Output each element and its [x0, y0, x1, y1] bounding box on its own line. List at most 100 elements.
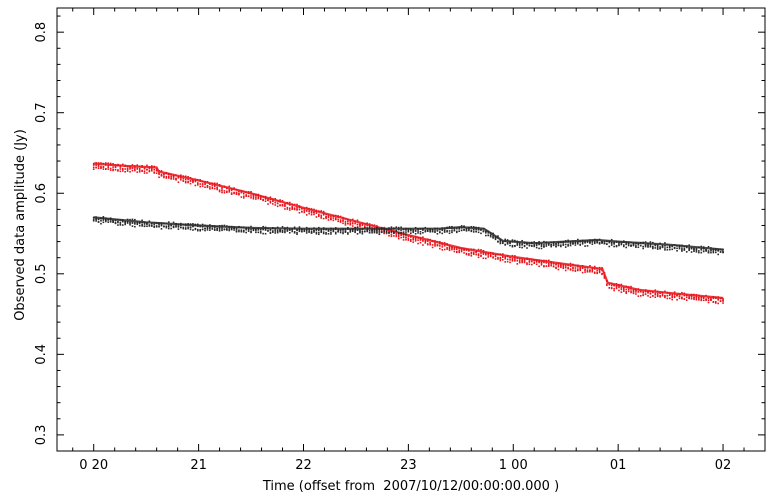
- data-point: [405, 233, 407, 236]
- data-point: [388, 231, 390, 233]
- data-point: [623, 290, 625, 292]
- data-point: [126, 222, 129, 224]
- data-point: [678, 297, 681, 300]
- data-point: [647, 292, 649, 294]
- data-point: [276, 205, 279, 208]
- data-point: [395, 226, 398, 228]
- data-point: [613, 242, 615, 244]
- data-point: [279, 230, 281, 233]
- data-point: [325, 231, 327, 234]
- data-point: [656, 248, 659, 250]
- data-point: [112, 163, 114, 165]
- data-point: [233, 192, 235, 195]
- data-point: [719, 251, 722, 253]
- data-point: [134, 169, 136, 172]
- data-point: [538, 265, 540, 268]
- data-point: [148, 167, 151, 170]
- data-point: [557, 268, 560, 271]
- data-point: [429, 230, 431, 233]
- data-point: [318, 231, 320, 234]
- data-point: [192, 179, 194, 182]
- data-point: [683, 248, 686, 251]
- data-point: [308, 210, 310, 213]
- data-point: [649, 296, 652, 299]
- data-point: [627, 290, 630, 293]
- data-point: [167, 224, 170, 226]
- data-point: [194, 180, 197, 183]
- data-point: [305, 230, 308, 232]
- data-point: [235, 191, 238, 194]
- data-point: [405, 231, 407, 233]
- data-point: [301, 207, 303, 210]
- data-point: [245, 231, 247, 234]
- data-point: [160, 224, 163, 227]
- data-point: [180, 174, 182, 176]
- data-point: [151, 168, 153, 171]
- data-point: [649, 245, 652, 247]
- data-point: [223, 224, 226, 227]
- data-point: [354, 231, 356, 234]
- data-point: [155, 225, 158, 227]
- data-point: [652, 245, 654, 248]
- data-point: [422, 244, 424, 246]
- data-point: [656, 245, 659, 248]
- data-point: [141, 225, 143, 227]
- data-point: [480, 254, 482, 257]
- data-point: [593, 272, 596, 274]
- data-point: [518, 258, 521, 260]
- data-point: [492, 237, 494, 239]
- data-point: [475, 230, 477, 233]
- data-point: [400, 236, 402, 239]
- data-point: [250, 225, 252, 228]
- data-point: [610, 284, 613, 287]
- data-point: [569, 265, 572, 267]
- data-point: [630, 290, 632, 292]
- data-point: [216, 227, 218, 230]
- data-point: [714, 251, 717, 254]
- data-point: [567, 267, 569, 270]
- data-point: [451, 247, 453, 249]
- data-point: [92, 219, 95, 222]
- data-point: [136, 168, 139, 170]
- data-point: [167, 227, 170, 230]
- data-point: [647, 244, 649, 246]
- data-point: [163, 225, 165, 228]
- data-point: [627, 243, 630, 245]
- data-point: [252, 195, 255, 197]
- data-point: [659, 247, 661, 250]
- data-point: [625, 288, 628, 291]
- data-point: [630, 291, 632, 294]
- data-point: [501, 242, 504, 245]
- data-point: [126, 221, 129, 223]
- data-point: [560, 264, 562, 267]
- data-point: [586, 241, 589, 244]
- data-point: [393, 231, 395, 233]
- data-point: [511, 245, 514, 248]
- data-point: [170, 227, 172, 230]
- data-point: [395, 232, 398, 235]
- data-point: [620, 283, 623, 286]
- data-point: [540, 262, 543, 264]
- data-point: [518, 242, 521, 245]
- data-point: [257, 197, 260, 200]
- data-point: [293, 231, 296, 233]
- data-point: [281, 199, 284, 202]
- data-point: [269, 201, 272, 204]
- data-point: [647, 245, 649, 247]
- data-point: [92, 166, 95, 169]
- data-point: [366, 229, 369, 231]
- data-point: [722, 299, 724, 301]
- data-point: [569, 269, 572, 271]
- data-point: [400, 233, 402, 236]
- data-point: [448, 226, 451, 228]
- data-point: [216, 229, 218, 232]
- data-point: [552, 265, 555, 268]
- data-point: [538, 261, 540, 264]
- data-point: [158, 176, 160, 179]
- data-point: [291, 208, 293, 210]
- data-point: [201, 226, 204, 228]
- data-point: [250, 197, 252, 199]
- data-point: [647, 246, 649, 248]
- data-point: [623, 244, 625, 246]
- data-point: [714, 302, 717, 304]
